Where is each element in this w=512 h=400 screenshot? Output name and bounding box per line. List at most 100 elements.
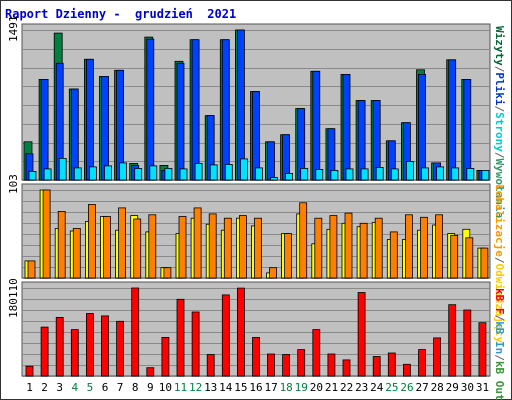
day-label: 6	[102, 381, 109, 394]
files-bar	[357, 100, 366, 181]
visits-bar	[223, 217, 232, 279]
pages-bar	[119, 162, 127, 181]
day-label: 22	[340, 381, 353, 394]
visits-bar	[178, 216, 187, 279]
pages-bar	[390, 168, 399, 181]
pages-bar	[164, 167, 173, 181]
kbytes-bar	[463, 309, 472, 377]
day-label: 31	[476, 381, 489, 394]
pages-bar	[345, 168, 354, 181]
day-label: 3	[56, 381, 63, 394]
files-bar	[448, 59, 457, 181]
pages-bar	[375, 166, 384, 181]
visits-bar	[88, 204, 96, 279]
legend-bottom-part: /	[493, 315, 506, 322]
pages-bar	[255, 167, 263, 181]
pages-bar	[239, 158, 248, 181]
files-bar	[146, 38, 155, 181]
visits-bar	[374, 217, 383, 279]
visits-bar	[420, 216, 428, 279]
day-label: 21	[325, 381, 338, 394]
visits-bar	[299, 202, 308, 279]
pages-bar	[209, 164, 218, 181]
legend-bottom-part: kB In	[493, 321, 506, 354]
pages-bar	[224, 163, 233, 181]
pages-bar	[134, 167, 143, 181]
legend-top-part: Pliki	[493, 72, 506, 105]
legend-top-part: Wizyty	[493, 26, 506, 66]
kbytes-bar	[131, 287, 140, 377]
day-label: 17	[264, 381, 277, 394]
files-bar	[221, 39, 230, 181]
legend-middle: Lokalizacje/Odwiedzający	[493, 184, 506, 343]
day-label: 15	[234, 381, 247, 394]
kbytes-bar	[161, 336, 170, 377]
visits-bar	[450, 234, 459, 279]
pages-bar	[451, 167, 460, 181]
visits-bar	[238, 215, 247, 279]
bottom-max-label: 180110	[7, 278, 20, 318]
files-bar	[252, 91, 260, 181]
pages-bar	[89, 166, 97, 181]
visits-bar	[133, 218, 142, 279]
pages-bar	[149, 165, 158, 181]
legend-bottom-part: kB F	[493, 288, 506, 315]
pages-bar	[300, 167, 309, 181]
day-label: 19	[295, 381, 308, 394]
day-label: 24	[370, 381, 384, 394]
day-label: 30	[461, 381, 474, 394]
top-max-label: 1491	[7, 16, 20, 43]
visits-bar	[329, 215, 338, 279]
legend-middle-part: Lokalizacje	[493, 184, 506, 257]
day-label: 12	[189, 381, 202, 394]
kbytes-bar	[402, 363, 411, 377]
kbytes-bar	[372, 356, 381, 377]
day-label: 14	[219, 381, 233, 394]
visits-bar	[57, 210, 66, 279]
files-bar	[191, 39, 200, 181]
files-bar	[267, 141, 275, 181]
legend-top-part: Strony	[493, 112, 506, 152]
legend-bottom: kB F/kB In/kB Out	[493, 288, 506, 400]
day-label: 10	[159, 381, 172, 394]
visits-bar	[465, 237, 474, 279]
kbytes-bar	[146, 367, 155, 377]
visits-bar	[42, 189, 51, 279]
visits-bar	[254, 217, 262, 279]
day-label: 2	[41, 381, 48, 394]
kbytes-bar	[418, 349, 426, 377]
kbytes-bar	[116, 320, 124, 377]
pages-bar	[104, 165, 112, 181]
legend-top-part: /	[493, 106, 506, 113]
visits-bar	[389, 231, 398, 279]
legend-bottom-part: kB Out	[493, 361, 506, 400]
legend-bottom-part: /	[493, 354, 506, 361]
files-bar	[86, 58, 94, 181]
kbytes-bar	[86, 313, 94, 377]
files-bar	[176, 62, 185, 181]
visits-bar	[344, 212, 353, 279]
kbytes-bar	[176, 298, 185, 377]
middle-max-label: 103	[7, 174, 20, 194]
pages-bar	[436, 166, 445, 181]
pages-bar	[270, 177, 278, 181]
kbytes-bar	[252, 336, 260, 377]
kbytes-bar	[221, 294, 230, 377]
day-label: 27	[415, 381, 428, 394]
files-bar	[236, 29, 245, 181]
files-bar	[312, 70, 321, 181]
files-bar	[418, 74, 426, 181]
day-label: 18	[280, 381, 293, 394]
day-label: 26	[400, 381, 413, 394]
visits-bar	[148, 214, 157, 279]
legend-top: Wizyty/Pliki/Strony/Wywołania	[493, 26, 506, 218]
kbytes-bar	[478, 322, 487, 377]
kbytes-bar	[282, 354, 291, 377]
kbytes-bar	[70, 329, 79, 377]
kbytes-bar	[387, 352, 396, 377]
kbytes-bar	[342, 359, 351, 377]
visits-bar	[359, 222, 368, 279]
kbytes-bar	[312, 329, 321, 377]
legend-top-part: /	[493, 66, 506, 73]
day-label: 23	[355, 381, 368, 394]
